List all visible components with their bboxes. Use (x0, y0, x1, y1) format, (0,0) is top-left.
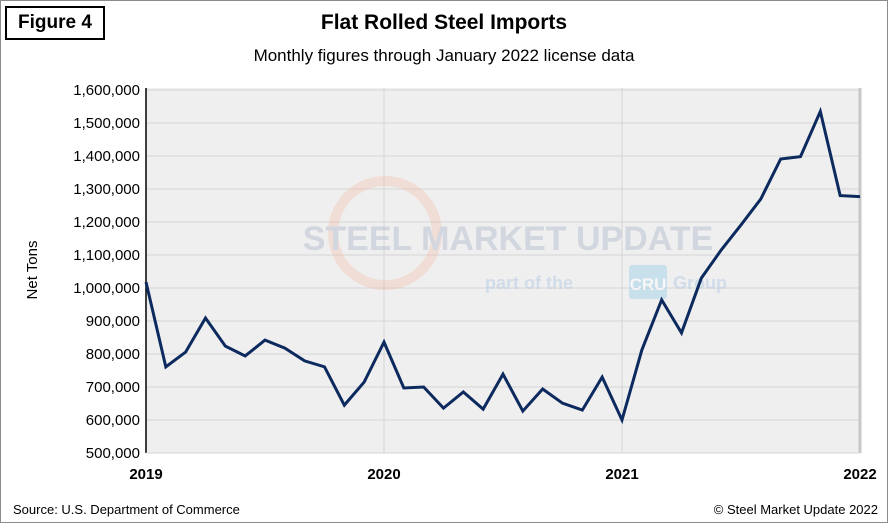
y-tick-label: 900,000 (86, 313, 140, 330)
x-tick-label: 2021 (605, 466, 638, 483)
y-tick-label: 1,000,000 (73, 280, 140, 297)
y-tick-label: 1,600,000 (73, 82, 140, 99)
watermark: STEEL MARKET UPDATE part of the CRU Grou… (303, 176, 727, 299)
y-tick-label: 1,200,000 (73, 214, 140, 231)
y-tick-label: 1,100,000 (73, 247, 140, 264)
watermark-line1: STEEL MARKET UPDATE (303, 220, 714, 258)
copyright-note: © Steel Market Update 2022 (713, 502, 878, 517)
y-tick-label: 500,000 (86, 445, 140, 462)
plot-area (146, 88, 860, 453)
y-tick-label: 1,300,000 (73, 181, 140, 198)
y-axis-label: Net Tons (24, 241, 41, 300)
watermark-logo: CRU (630, 275, 667, 294)
y-tick-label: 800,000 (86, 346, 140, 363)
y-tick-label: 600,000 (86, 412, 140, 429)
chart-title: Flat Rolled Steel Imports (320, 11, 568, 34)
y-tick-label: 1,500,000 (73, 115, 140, 132)
x-tick-label: 2019 (129, 466, 162, 483)
y-tick-label: 1,400,000 (73, 148, 140, 165)
cru-logo-icon (629, 265, 667, 299)
chart-subtitle: Monthly figures through January 2022 lic… (253, 46, 635, 65)
x-tick-label: 2020 (367, 466, 400, 483)
watermark-logo-icon (328, 176, 442, 290)
y-tick-label: 700,000 (86, 379, 140, 396)
watermark-pre: part of the (485, 273, 573, 293)
x-tick-label: 2022 (843, 466, 876, 483)
figure-label: Figure 4 (5, 6, 105, 40)
source-note: Source: U.S. Department of Commerce (13, 502, 240, 517)
